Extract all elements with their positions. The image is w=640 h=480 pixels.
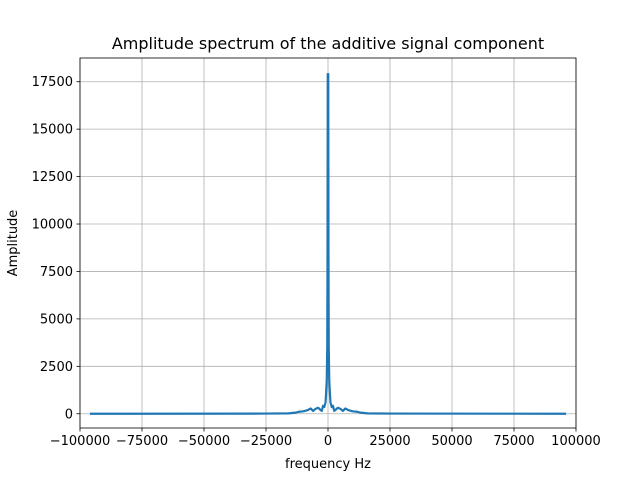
y-axis-label: Amplitude bbox=[6, 210, 21, 277]
x-tick-label: 75000 bbox=[493, 434, 534, 449]
x-tick-label: −25000 bbox=[240, 434, 292, 449]
y-tick-label: 17500 bbox=[32, 75, 73, 90]
y-tick-label: 12500 bbox=[32, 170, 73, 185]
y-tick-label: 10000 bbox=[32, 218, 73, 233]
chart-title: Amplitude spectrum of the additive signa… bbox=[112, 34, 544, 53]
x-tick-label: −50000 bbox=[178, 434, 230, 449]
y-tick-label: 2500 bbox=[40, 360, 73, 375]
x-tick-label: 25000 bbox=[369, 434, 410, 449]
y-tick-label: 5000 bbox=[40, 312, 73, 327]
spectrum-line bbox=[89, 73, 567, 415]
x-tick-label: 100000 bbox=[551, 434, 601, 449]
y-tick-label: 0 bbox=[65, 407, 73, 422]
x-tick-label: −75000 bbox=[116, 434, 168, 449]
x-tick-label: 50000 bbox=[431, 434, 472, 449]
x-tick-label: −100000 bbox=[50, 434, 111, 449]
x-axis-label: frequency Hz bbox=[285, 457, 371, 472]
axes: −100000 −75000 −50000 −25000 0 25000 50000 7500… bbox=[32, 57, 601, 449]
y-tick-label: 7500 bbox=[40, 265, 73, 280]
y-tick-label: 15000 bbox=[32, 123, 73, 138]
plot-area bbox=[89, 73, 567, 415]
x-tick-label: 0 bbox=[324, 434, 332, 449]
